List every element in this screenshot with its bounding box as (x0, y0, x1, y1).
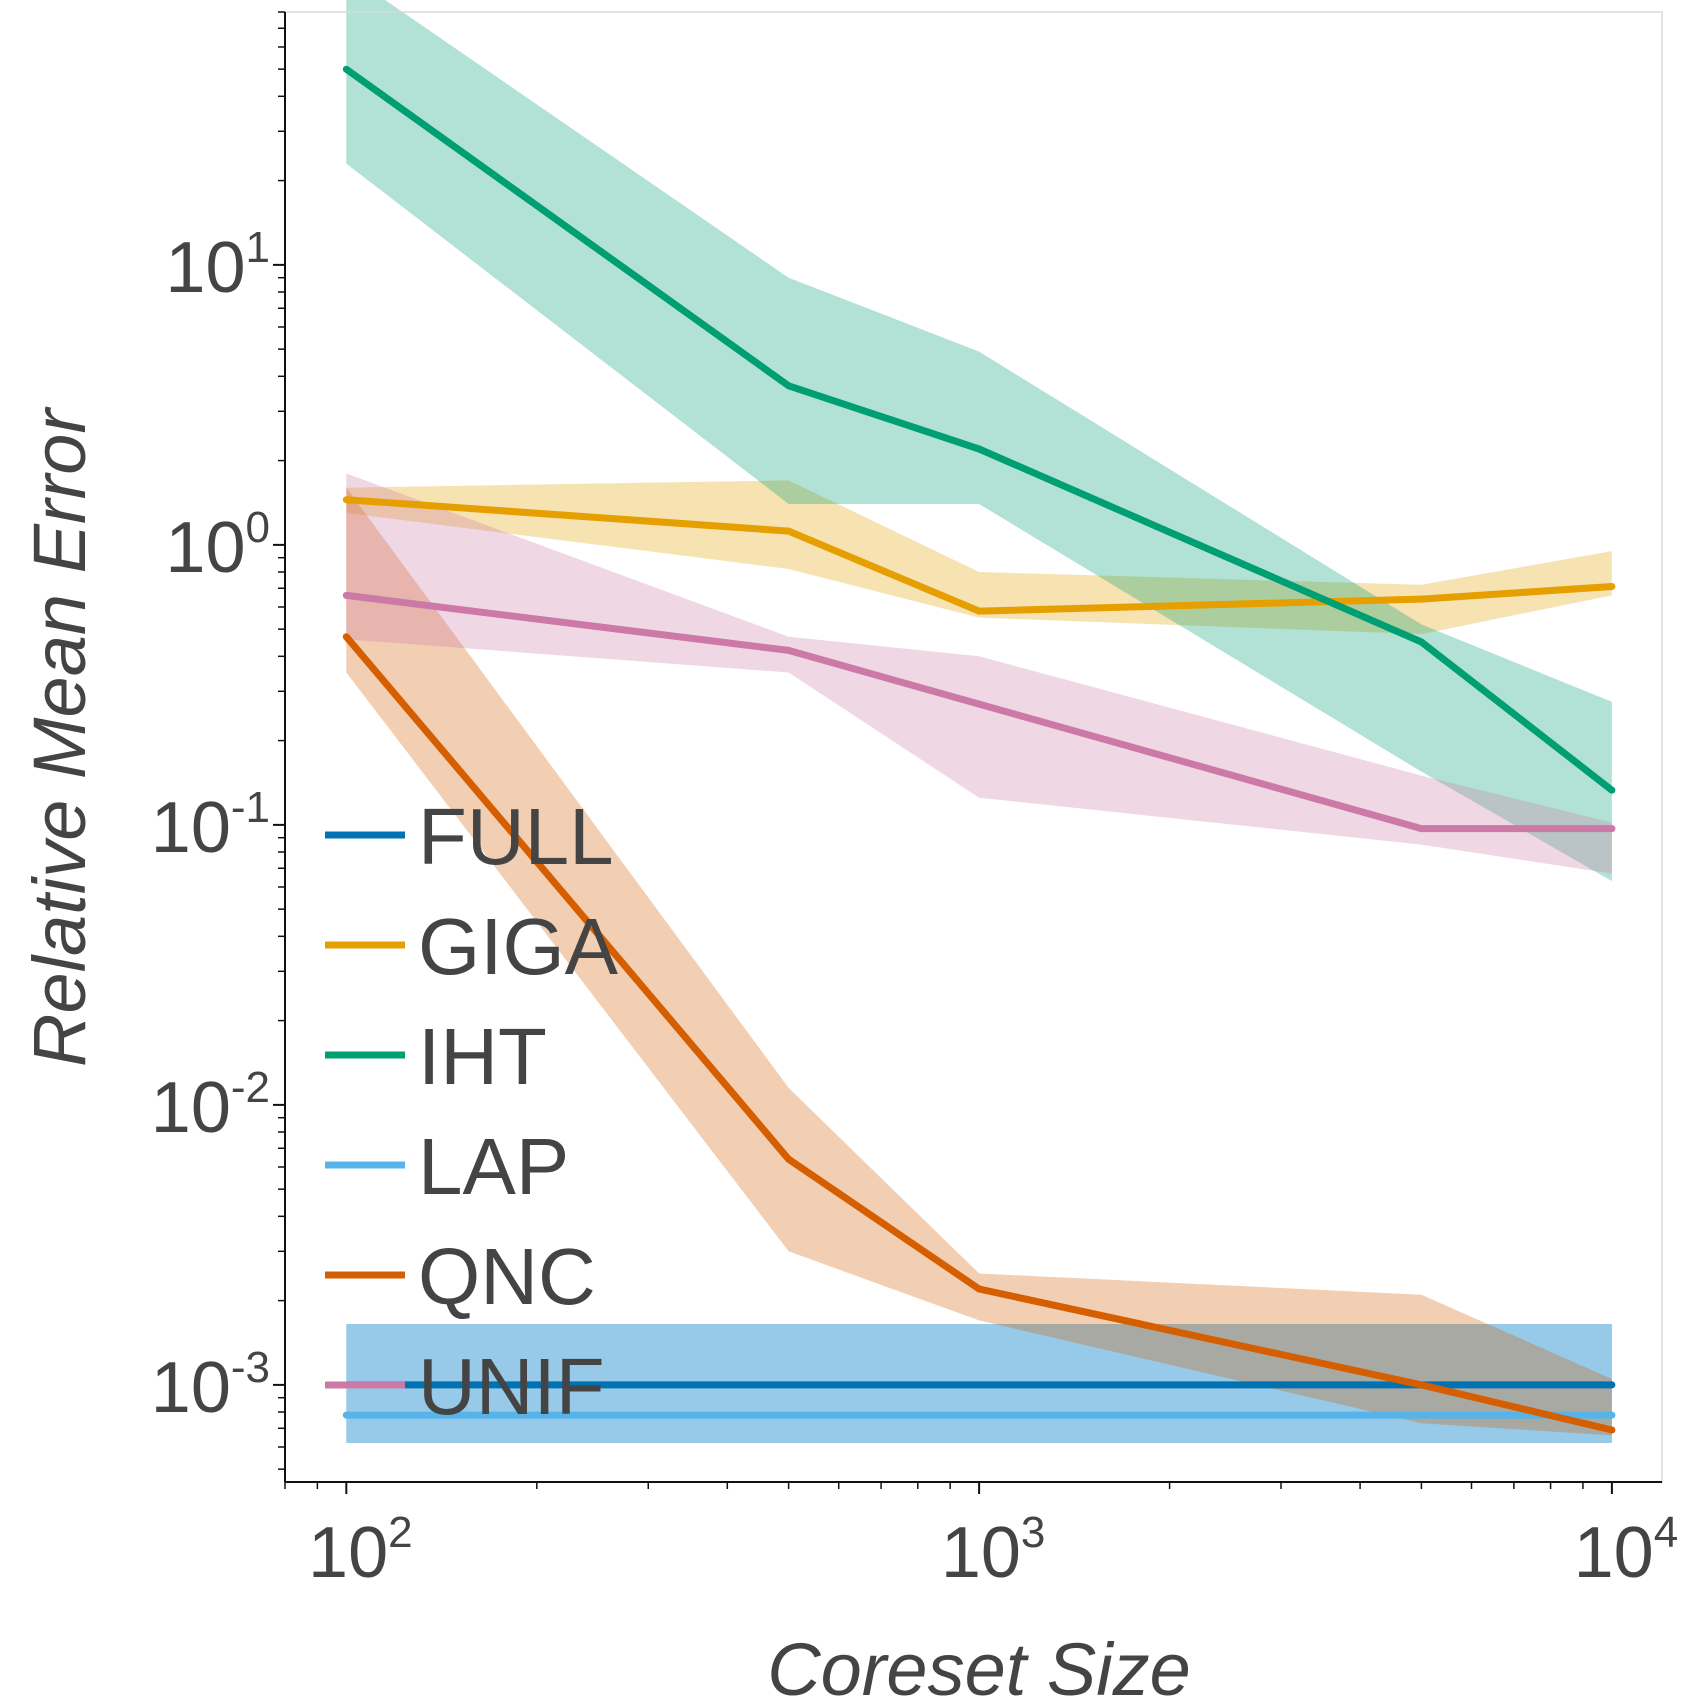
y-tick-label: 100 (165, 503, 270, 588)
plot-frame (284, 11, 1663, 1483)
series-lines (342, 65, 1616, 1434)
point-giga-4 (1608, 583, 1616, 590)
point-iht-4 (1608, 786, 1616, 794)
y-tick-label: 10-1 (151, 783, 270, 868)
x-tick-label: 104 (1574, 1508, 1679, 1593)
point-qnc-4 (1608, 1426, 1616, 1434)
y-tick-label: 10-3 (151, 1343, 270, 1428)
legend-label-qnc: QNC (418, 1232, 596, 1321)
x-tick-label: 102 (308, 1508, 413, 1593)
point-iht-1 (785, 382, 793, 390)
y-tick-label: 101 (165, 223, 270, 308)
point-iht-2 (975, 445, 983, 453)
legend-label-full: FULL (418, 792, 614, 881)
point-giga-0 (342, 496, 350, 504)
point-qnc-0 (342, 633, 350, 641)
point-unif-2 (975, 700, 983, 708)
point-qnc-1 (785, 1155, 793, 1163)
y-tick-label: 10-2 (151, 1063, 270, 1148)
point-lap-1 (1608, 1411, 1616, 1419)
point-iht-0 (342, 65, 350, 73)
band-qnc (346, 487, 1612, 1436)
axis-ticks: 101 100 10-1 10-2 10-3 102 103 104 (151, 11, 1679, 1593)
point-unif-1 (785, 646, 793, 654)
point-giga-1 (785, 527, 793, 535)
legend: FULL GIGA IHT LAP QNC UNIF (325, 792, 619, 1431)
legend-label-iht: IHT (418, 1012, 547, 1101)
point-giga-2 (975, 607, 983, 615)
point-lap-0 (342, 1411, 350, 1419)
point-qnc-3 (1417, 1381, 1425, 1389)
point-iht-3 (1417, 638, 1425, 646)
x-tick-label: 103 (941, 1508, 1046, 1593)
legend-label-unif: UNIF (418, 1342, 605, 1431)
x-axis-title: Coreset Size (767, 1628, 1191, 1700)
point-unif-0 (342, 591, 350, 599)
point-giga-3 (1417, 595, 1425, 603)
point-unif-3 (1417, 825, 1425, 833)
band-unif (346, 473, 1612, 874)
point-unif-4 (1608, 825, 1616, 833)
point-full-1 (1608, 1381, 1616, 1389)
band-iht (346, 0, 1612, 882)
legend-label-lap: LAP (418, 1122, 569, 1211)
y-axis-title: Relative Mean Error (18, 406, 101, 1067)
point-qnc-2 (975, 1285, 983, 1293)
confidence-bands (346, 0, 1612, 1443)
legend-label-giga: GIGA (418, 902, 619, 991)
